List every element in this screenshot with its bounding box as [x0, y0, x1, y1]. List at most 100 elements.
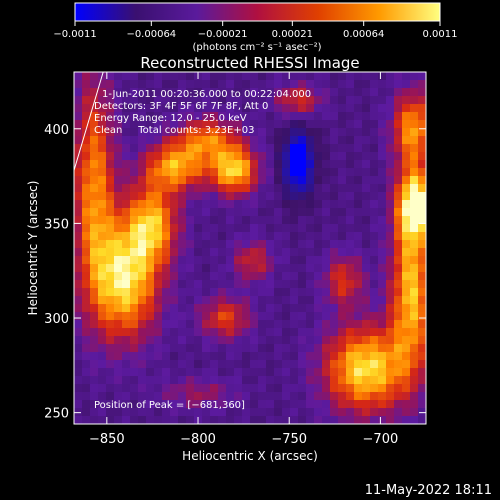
- heatmap-cell: [234, 400, 243, 409]
- heatmap-cell: [306, 80, 315, 89]
- heatmap-cell: [274, 112, 283, 121]
- heatmap-cell: [178, 80, 187, 89]
- heatmap-cell: [306, 96, 315, 105]
- heatmap-cell: [322, 296, 331, 305]
- heatmap-cell: [130, 136, 139, 145]
- heatmap-cell: [290, 232, 299, 241]
- heatmap-cell: [178, 280, 187, 289]
- heatmap-cell: [418, 208, 426, 217]
- heatmap-cell: [146, 184, 155, 193]
- heatmap-cell: [210, 112, 219, 121]
- heatmap-cell: [162, 384, 171, 393]
- heatmap-cell: [378, 296, 387, 305]
- heatmap-cell: [90, 312, 99, 321]
- heatmap-cell: [290, 104, 299, 113]
- heatmap-cell: [162, 232, 171, 241]
- heatmap-cell: [106, 128, 115, 137]
- heatmap-cell: [90, 288, 99, 297]
- heatmap-cell: [194, 176, 203, 185]
- heatmap-cell: [210, 224, 219, 233]
- heatmap-cell: [402, 200, 411, 209]
- heatmap-cell: [138, 144, 147, 153]
- heatmap-cell: [82, 136, 91, 145]
- heatmap-cell: [146, 232, 155, 241]
- heatmap-cell: [186, 72, 195, 81]
- heatmap-cell: [250, 176, 259, 185]
- heatmap-cell: [394, 80, 403, 89]
- heatmap-cell: [298, 280, 307, 289]
- heatmap-cell: [234, 136, 243, 145]
- heatmap-cell: [418, 176, 426, 185]
- heatmap-cell: [106, 392, 115, 401]
- heatmap-cell: [330, 128, 339, 137]
- heatmap-cell: [290, 288, 299, 297]
- heatmap-cell: [122, 184, 131, 193]
- heatmap-cell: [226, 144, 235, 153]
- heatmap-cell: [106, 224, 115, 233]
- heatmap-cell: [170, 224, 179, 233]
- heatmap-cell: [394, 288, 403, 297]
- heatmap-cell: [162, 264, 171, 273]
- heatmap-cell: [410, 296, 419, 305]
- heatmap-cell: [186, 288, 195, 297]
- heatmap-cell: [162, 296, 171, 305]
- heatmap-cell: [402, 416, 411, 424]
- heatmap-cell: [306, 248, 315, 257]
- heatmap-cell: [386, 400, 395, 409]
- heatmap-cell: [146, 112, 155, 121]
- heatmap-cell: [410, 400, 419, 409]
- heatmap-cell: [114, 240, 123, 249]
- heatmap-cell: [146, 408, 155, 417]
- heatmap-cell: [402, 72, 411, 81]
- heatmap-cell: [330, 184, 339, 193]
- heatmap-cell: [106, 312, 115, 321]
- heatmap-cell: [402, 144, 411, 153]
- heatmap-cell: [402, 232, 411, 241]
- heatmap-cell: [210, 304, 219, 313]
- heatmap-cell: [210, 256, 219, 265]
- heatmap-cell: [146, 344, 155, 353]
- heatmap-cell: [162, 128, 171, 137]
- heatmap-cell: [290, 192, 299, 201]
- heatmap-cell: [162, 224, 171, 233]
- heatmap-cell: [226, 264, 235, 273]
- heatmap-cell: [122, 256, 131, 265]
- heatmap-cell: [362, 288, 371, 297]
- heatmap-cell: [122, 344, 131, 353]
- heatmap-cell: [354, 216, 363, 225]
- heatmap-cell: [266, 384, 275, 393]
- heatmap-cell: [418, 224, 426, 233]
- heatmap-cell: [98, 296, 107, 305]
- heatmap-cell: [130, 88, 139, 97]
- heatmap-cell: [130, 104, 139, 113]
- heatmap-cell: [138, 216, 147, 225]
- heatmap-cell: [370, 384, 379, 393]
- heatmap-cell: [218, 368, 227, 377]
- heatmap-cell: [138, 400, 147, 409]
- heatmap-cell: [250, 200, 259, 209]
- heatmap-cell: [218, 144, 227, 153]
- heatmap-cell: [218, 304, 227, 313]
- heatmap-cell: [162, 360, 171, 369]
- heatmap-cell: [218, 216, 227, 225]
- heatmap-cell: [138, 240, 147, 249]
- heatmap-cell: [138, 320, 147, 329]
- heatmap-cell: [402, 288, 411, 297]
- heatmap-cell: [386, 176, 395, 185]
- heatmap-cell: [410, 112, 419, 121]
- heatmap-cell: [178, 264, 187, 273]
- heatmap-cell: [258, 192, 267, 201]
- heatmap-cell: [162, 352, 171, 361]
- heatmap-cell: [218, 288, 227, 297]
- heatmap-cell: [394, 136, 403, 145]
- heatmap-cell: [210, 176, 219, 185]
- heatmap-cell: [250, 288, 259, 297]
- heatmap-cell: [274, 80, 283, 89]
- heatmap-cell: [114, 344, 123, 353]
- heatmap-cell: [370, 144, 379, 153]
- heatmap-cell: [202, 336, 211, 345]
- heatmap-cell: [106, 120, 115, 129]
- heatmap-cell: [218, 88, 227, 97]
- heatmap-cell: [82, 128, 91, 137]
- heatmap-cell: [130, 344, 139, 353]
